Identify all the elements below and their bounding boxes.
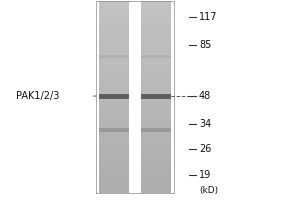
- FancyBboxPatch shape: [141, 55, 171, 58]
- Text: 48: 48: [199, 91, 211, 101]
- FancyBboxPatch shape: [141, 94, 171, 99]
- FancyBboxPatch shape: [100, 55, 129, 58]
- FancyBboxPatch shape: [141, 128, 171, 132]
- Text: 34: 34: [199, 119, 211, 129]
- FancyBboxPatch shape: [100, 128, 129, 132]
- Text: 26: 26: [199, 144, 211, 154]
- Text: PAK1/2/3: PAK1/2/3: [16, 91, 60, 101]
- FancyBboxPatch shape: [100, 94, 129, 99]
- Text: (kD): (kD): [199, 186, 218, 195]
- Text: 85: 85: [199, 40, 211, 50]
- Text: 117: 117: [199, 12, 218, 22]
- Text: 19: 19: [199, 170, 211, 180]
